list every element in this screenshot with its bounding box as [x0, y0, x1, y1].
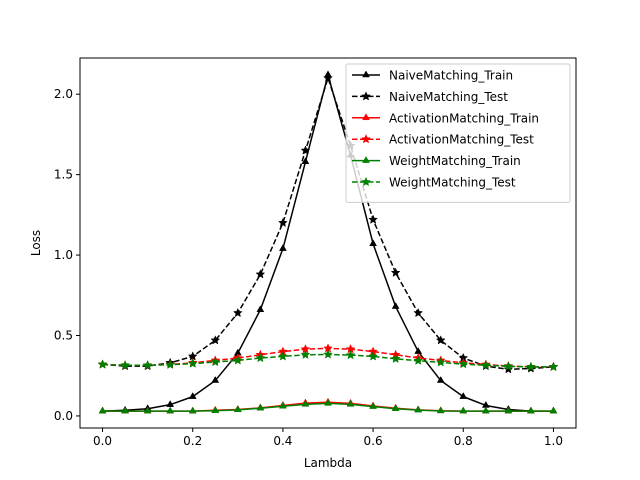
data-point [413, 355, 424, 365]
data-point [435, 357, 446, 367]
series-weightmatching-train [98, 398, 558, 414]
data-point [527, 406, 535, 414]
data-point [549, 406, 558, 414]
data-point [120, 360, 130, 370]
data-point [255, 352, 266, 363]
data-point [458, 358, 469, 369]
x-tick-label: 0.2 [183, 434, 202, 448]
data-point [121, 406, 129, 414]
data-point [143, 406, 152, 414]
legend-label: NaiveMatching_Train [389, 69, 513, 83]
data-point [323, 72, 333, 83]
x-tick-label: 1.0 [544, 434, 563, 448]
y-tick-label: 1.5 [54, 168, 73, 182]
data-point [211, 406, 220, 414]
legend-marker [361, 176, 371, 187]
x-tick-label: 0.4 [273, 434, 292, 448]
x-tick-label: 0.6 [364, 434, 383, 448]
y-tick-label: 2.0 [54, 87, 73, 101]
data-point [301, 157, 310, 165]
legend-label: ActivationMatching_Test [389, 133, 534, 147]
data-point [369, 402, 377, 409]
data-point [503, 364, 514, 374]
y-tick-label: 0.5 [54, 329, 73, 343]
data-point [413, 307, 424, 318]
data-point [390, 353, 401, 363]
x-axis-label: Lambda [304, 456, 352, 470]
data-point [369, 239, 377, 247]
data-point [548, 361, 559, 372]
data-point [142, 360, 153, 370]
data-point [256, 305, 265, 313]
legend-marker [361, 134, 371, 144]
data-point [504, 406, 513, 414]
data-point [481, 406, 490, 414]
x-tick-label: 0.0 [93, 434, 112, 448]
data-point [503, 361, 514, 371]
y-tick-label: 0.0 [54, 409, 73, 423]
data-point [435, 335, 446, 345]
data-point [436, 406, 445, 414]
x-axis: 0.0 0.2 0.4 0.6 0.8 1.0 [93, 428, 563, 448]
data-point [391, 404, 400, 411]
legend-label: ActivationMatching_Train [389, 111, 539, 125]
data-point [391, 302, 400, 309]
data-point [300, 349, 311, 359]
data-point [232, 355, 243, 365]
data-point [279, 401, 287, 409]
data-point [255, 269, 266, 279]
x-tick-label: 0.8 [454, 434, 473, 448]
y-axis-label: Loss [29, 230, 43, 256]
data-point [459, 392, 468, 399]
data-point [480, 360, 491, 370]
data-point [279, 244, 287, 251]
plot-frame [79, 57, 577, 429]
legend-label: WeightMatching_Test [389, 176, 516, 190]
legend-marker [362, 70, 370, 78]
data-point [187, 358, 198, 368]
legend-marker [361, 91, 371, 101]
data-point [210, 335, 221, 345]
data-point [278, 217, 288, 228]
data-point [459, 406, 468, 414]
data-point [300, 145, 311, 155]
series-layer [97, 70, 559, 414]
data-point [233, 405, 242, 413]
y-axis: 0.0 0.5 1.0 1.5 2.0 [54, 87, 80, 423]
legend-marker [362, 156, 370, 163]
series-weightmatching-test [97, 349, 559, 372]
data-point [165, 359, 176, 369]
data-point [97, 359, 108, 369]
legend-label: NaiveMatching_Test [389, 90, 508, 104]
legend-box [345, 63, 571, 203]
data-point [414, 405, 423, 413]
data-point [324, 398, 332, 406]
data-point [368, 351, 378, 361]
data-point [390, 267, 401, 277]
legend-marker [362, 113, 370, 121]
data-point [323, 349, 333, 359]
data-point [526, 361, 536, 372]
data-point [368, 214, 378, 224]
data-point [345, 349, 356, 360]
data-point [301, 399, 310, 407]
y-tick-label: 1.0 [54, 248, 73, 262]
data-point [98, 406, 107, 414]
data-point [210, 356, 221, 367]
legend-label: WeightMatching_Train [389, 154, 521, 168]
data-point [436, 376, 445, 383]
data-point [188, 392, 197, 399]
legend: NaiveMatching_Train NaiveMatching_Test Act… [345, 63, 571, 203]
data-point [188, 406, 197, 414]
data-point [256, 403, 265, 411]
data-point [166, 406, 175, 414]
data-point [278, 351, 288, 361]
data-point [232, 307, 243, 318]
data-point [346, 399, 355, 407]
data-point [211, 376, 220, 383]
